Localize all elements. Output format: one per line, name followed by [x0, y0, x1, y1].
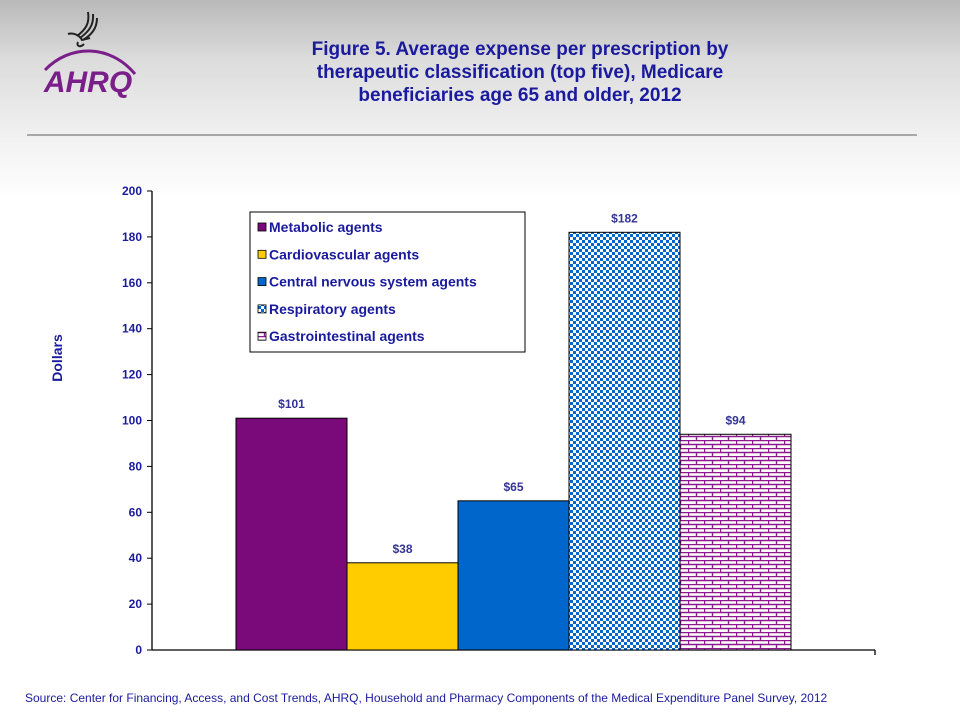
data-label: $38 [392, 542, 412, 556]
figure-title: Figure 5. Average expense per prescripti… [240, 38, 800, 107]
legend-swatch [257, 249, 267, 259]
y-tick-label: 20 [129, 597, 143, 611]
title-line-1: Figure 5. Average expense per prescripti… [311, 39, 729, 60]
legend-item-label: Central nervous system agents [269, 274, 477, 290]
legend-swatch [257, 222, 267, 232]
data-label: $101 [278, 397, 305, 411]
legend-item-label: Cardiovascular agents [269, 246, 419, 262]
y-tick-label: 0 [135, 643, 142, 657]
y-tick-label: 100 [122, 414, 142, 428]
legend-swatch [257, 304, 267, 314]
y-tick-label: 40 [129, 551, 143, 565]
legend-item-label: Metabolic agents [269, 219, 383, 235]
title-line-2: therapeutic classification (top five), M… [316, 62, 724, 83]
y-tick-label: 180 [122, 230, 142, 244]
y-tick-label: 140 [122, 322, 142, 336]
data-label: $65 [503, 480, 523, 494]
bar-central-nervous-system-agents [457, 500, 570, 651]
hhs-eagle-icon: AHRQ [43, 11, 137, 99]
y-axis-label: Dollars [49, 334, 65, 382]
legend-box [249, 211, 526, 353]
y-tick-label: 120 [122, 368, 142, 382]
data-label: $182 [611, 211, 638, 225]
legend-item-label: Gastrointestinal agents [269, 328, 425, 344]
legend-item-label: Respiratory agents [269, 301, 396, 317]
legend-swatch [257, 277, 267, 287]
bar-gastrointestinal-agents [679, 433, 792, 651]
title-line-3: beneficiaries age 65 and older, 2012 [358, 85, 682, 106]
bar-respiratory-agents [568, 231, 681, 651]
legend-swatch [257, 331, 267, 341]
header-divider [27, 134, 917, 136]
y-tick-label: 80 [129, 459, 143, 473]
ahrq-logo: AHRQ [30, 4, 150, 99]
legend: Metabolic agents Cardiovascular agents Cen… [249, 211, 526, 353]
source-note: Source: Center for Financing, Access, an… [25, 691, 828, 705]
y-tick-label: 60 [129, 505, 143, 519]
bar-metabolic-agents [235, 417, 348, 651]
logo-text: AHRQ [43, 66, 132, 99]
bar-cardiovascular-agents [346, 562, 459, 651]
data-label: $94 [725, 413, 745, 427]
y-tick-label: 200 [122, 184, 142, 198]
y-tick-label: 160 [122, 276, 142, 290]
